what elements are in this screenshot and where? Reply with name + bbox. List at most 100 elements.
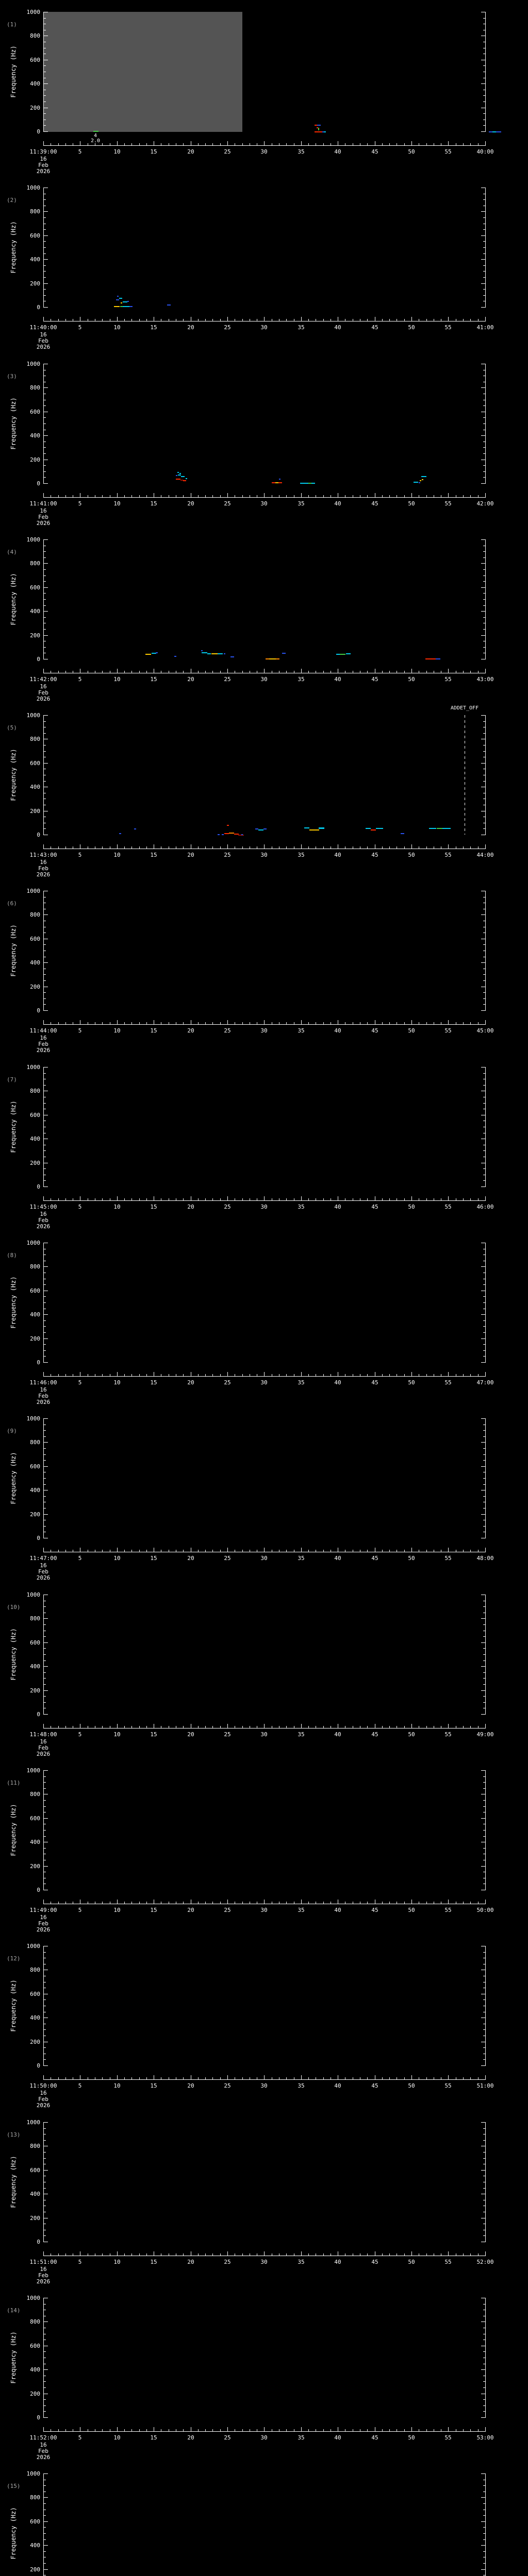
x-tick: [448, 1020, 449, 1024]
y-tick-label: 600: [30, 1463, 40, 1470]
y-tick-label: 600: [30, 2518, 40, 2525]
x-tick: [102, 671, 103, 673]
x-tick: [463, 1198, 464, 1200]
x-tick: [323, 1374, 324, 1376]
y-tick: [481, 1266, 485, 1267]
panel-index-label: (14): [7, 2307, 21, 2314]
x-tick: [242, 2253, 243, 2256]
date-line-label: 16: [40, 2442, 47, 2448]
date-line-label: 16: [40, 2266, 47, 2273]
x-tick: [286, 1902, 287, 1904]
x-tick-label: 55: [444, 1379, 452, 1386]
x-tick: [227, 317, 228, 321]
x-tick: [367, 846, 368, 849]
x-tick-label: 25: [224, 2259, 231, 2265]
y-tick: [483, 101, 485, 102]
y-tick-label: 400: [30, 256, 40, 263]
x-tick: [65, 671, 66, 673]
detection-mark: [93, 131, 98, 132]
x-tick-label: 45: [371, 2434, 378, 2441]
date-line-label: 16: [40, 1035, 47, 1041]
y-tick: [44, 2029, 46, 2030]
detection-mark: [156, 652, 158, 653]
y-tick: [483, 1004, 485, 1005]
end-time-label: 51:00: [476, 2082, 494, 2089]
x-tick: [212, 846, 213, 849]
end-time-label: 44:00: [476, 852, 494, 858]
x-tick: [485, 1724, 486, 1728]
start-time-label: 11:46:00: [29, 1379, 57, 1386]
y-axis-line: [43, 188, 44, 308]
start-time-label: 11:42:00: [29, 676, 57, 683]
x-tick-label: 40: [334, 2082, 341, 2089]
x-tick: [227, 2251, 228, 2256]
x-tick: [448, 1196, 449, 1200]
detection-mark: [311, 483, 315, 484]
y-axis-right-line: [485, 539, 486, 659]
y-tick: [483, 1702, 485, 1703]
y-tick: [44, 477, 46, 478]
y-tick-label: 0: [37, 2062, 40, 2069]
x-tick-label: 25: [224, 1027, 231, 1034]
x-tick: [448, 317, 449, 321]
x-tick-label: 15: [150, 2434, 157, 2441]
x-tick: [117, 493, 118, 497]
y-tick: [483, 199, 485, 200]
x-tick: [183, 1550, 184, 1552]
x-tick: [411, 1020, 412, 1024]
y-tick: [44, 417, 46, 418]
x-tick-label: 15: [150, 852, 157, 858]
x-tick: [139, 143, 140, 145]
y-axis-line: [43, 2298, 44, 2418]
y-axis-right-line: [485, 1595, 486, 1715]
y-tick: [483, 2128, 485, 2129]
end-time-label: 47:00: [476, 1379, 494, 1386]
y-tick: [483, 1484, 485, 1485]
x-tick: [131, 671, 132, 673]
x-tick: [117, 1900, 118, 1904]
panel-index-label: (4): [7, 549, 17, 555]
y-tick: [44, 715, 48, 716]
x-tick-label: 55: [444, 2082, 452, 2089]
x-tick: [389, 1022, 390, 1024]
detection-mark: [425, 658, 436, 659]
y-tick: [481, 235, 485, 236]
y-tick: [483, 271, 485, 272]
x-tick-label: 10: [113, 676, 121, 683]
x-tick: [146, 495, 147, 497]
end-time-label: 49:00: [476, 1731, 494, 1738]
y-tick: [44, 998, 46, 999]
y-tick: [44, 1678, 46, 1679]
y-tick: [44, 1284, 46, 1285]
x-tick: [183, 1902, 184, 1904]
y-tick: [483, 2047, 485, 2048]
x-tick-label: 50: [408, 2434, 415, 2441]
y-tick: [44, 1714, 48, 1715]
y-tick: [44, 1648, 46, 1649]
detection-mark: [414, 482, 418, 483]
y-tick-label: 1000: [26, 1591, 41, 1598]
y-tick: [483, 125, 485, 126]
spectrogram-panel: 0 200 400 600 800 1000 5 10 15 20 25 30 35 40 45 50 55 11…: [0, 1583, 528, 1758]
end-time-label: 52:00: [476, 2259, 494, 2265]
detection-mark: [207, 653, 211, 654]
x-tick-label: 35: [298, 852, 305, 858]
y-axis-right-line: [485, 1067, 486, 1187]
x-tick: [382, 495, 383, 497]
y-tick: [481, 2369, 485, 2370]
x-tick: [448, 1900, 449, 1904]
y-tick: [483, 2188, 485, 2189]
x-tick: [389, 2077, 390, 2079]
x-tick: [146, 143, 147, 145]
y-tick-label: 200: [30, 808, 40, 815]
x-tick: [242, 1902, 243, 1904]
detection-mark: [401, 833, 404, 834]
x-tick: [139, 1198, 140, 1200]
x-tick: [470, 671, 471, 673]
y-tick: [483, 1800, 485, 1801]
y-tick: [483, 1624, 485, 1625]
x-tick: [308, 1022, 309, 1024]
x-tick: [367, 1902, 368, 1904]
x-tick: [264, 141, 265, 145]
x-tick: [58, 143, 59, 145]
